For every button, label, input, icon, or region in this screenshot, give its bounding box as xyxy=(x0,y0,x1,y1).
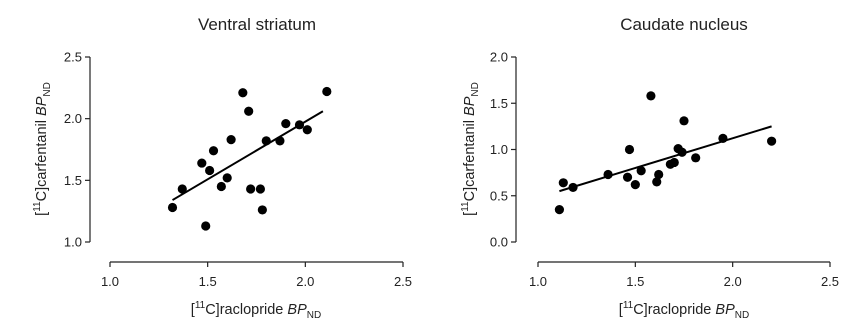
data-point xyxy=(275,136,285,146)
x-tick-label: 2.0 xyxy=(296,274,314,289)
data-point xyxy=(246,184,256,194)
y-axis-label: [11C]carfentanil BPND xyxy=(460,82,481,216)
data-point xyxy=(216,181,226,192)
y-ticks: 0.0 0.5 1.0 1.5 2.0 xyxy=(490,50,516,250)
x-tick-label: 1.0 xyxy=(101,274,119,289)
y-tick-label: 2.0 xyxy=(64,111,82,126)
data-point xyxy=(222,173,232,183)
data-point xyxy=(646,91,656,101)
data-point xyxy=(197,158,207,168)
chart-title: Caudate nucleus xyxy=(620,15,748,34)
data-point xyxy=(636,166,646,176)
data-point xyxy=(281,119,291,129)
data-point xyxy=(261,136,271,146)
y-tick-label: 2.5 xyxy=(64,50,82,65)
data-point xyxy=(630,180,640,190)
x-ticks: 1.0 1.5 2.0 2.5 xyxy=(101,262,412,289)
data-point xyxy=(257,205,267,215)
data-point xyxy=(568,182,578,193)
data-point xyxy=(167,202,178,213)
data-point xyxy=(244,106,254,116)
scatter-panel-ventral-striatum: Ventral striatum 1.0 1.5 2.0 2.5 1.0 1.5 2.0 2… xyxy=(32,15,412,321)
x-ticks: 1.0 1.5 2.0 2.5 xyxy=(529,262,839,289)
data-point xyxy=(302,125,312,135)
y-tick-label: 0.5 xyxy=(490,188,508,203)
data-point xyxy=(177,184,187,194)
data-point xyxy=(201,221,211,231)
data-point xyxy=(718,133,728,143)
y-ticks: 1.0 1.5 2.0 2.5 xyxy=(64,50,90,250)
x-tick-label: 2.0 xyxy=(724,274,742,289)
y-tick-label: 0.0 xyxy=(490,235,508,250)
data-point xyxy=(255,184,266,194)
data-point xyxy=(208,146,219,156)
data-point xyxy=(238,88,248,98)
scatter-panel-caudate-nucleus: Caudate nucleus 0.0 0.5 1.0 1.5 2.0 1.0 1.5 2.… xyxy=(460,15,839,321)
y-tick-label: 1.0 xyxy=(64,235,82,250)
data-point xyxy=(205,165,215,176)
data-point xyxy=(767,136,777,146)
data-point xyxy=(558,178,568,188)
x-axis-label: [11C]raclopride BPND xyxy=(191,300,321,321)
data-point xyxy=(322,86,332,97)
y-tick-label: 1.0 xyxy=(490,142,508,157)
y-tick-label: 1.5 xyxy=(64,173,82,188)
regression-line xyxy=(559,125,772,193)
data-point xyxy=(679,116,689,126)
x-tick-label: 1.0 xyxy=(529,274,547,289)
data-point xyxy=(294,120,305,130)
data-marks xyxy=(554,91,777,215)
data-point xyxy=(652,177,662,187)
x-tick-label: 2.5 xyxy=(821,274,839,289)
data-point xyxy=(554,205,565,215)
x-tick-label: 1.5 xyxy=(199,274,217,289)
data-point xyxy=(624,144,635,155)
x-tick-label: 2.5 xyxy=(394,274,412,289)
x-axis-label: [11C]raclopride BPND xyxy=(619,300,749,321)
y-axis-label: [11C]carfentanil BPND xyxy=(32,82,53,216)
data-point xyxy=(691,153,701,163)
data-marks xyxy=(167,86,332,231)
y-tick-label: 2.0 xyxy=(490,50,508,65)
x-tick-label: 1.5 xyxy=(626,274,644,289)
y-tick-label: 1.5 xyxy=(490,96,508,111)
data-point xyxy=(603,169,613,180)
data-point xyxy=(226,135,236,145)
data-point xyxy=(677,147,687,157)
data-point xyxy=(669,157,679,168)
chart-title: Ventral striatum xyxy=(198,15,316,34)
data-point xyxy=(622,172,633,182)
data-point xyxy=(654,169,664,180)
